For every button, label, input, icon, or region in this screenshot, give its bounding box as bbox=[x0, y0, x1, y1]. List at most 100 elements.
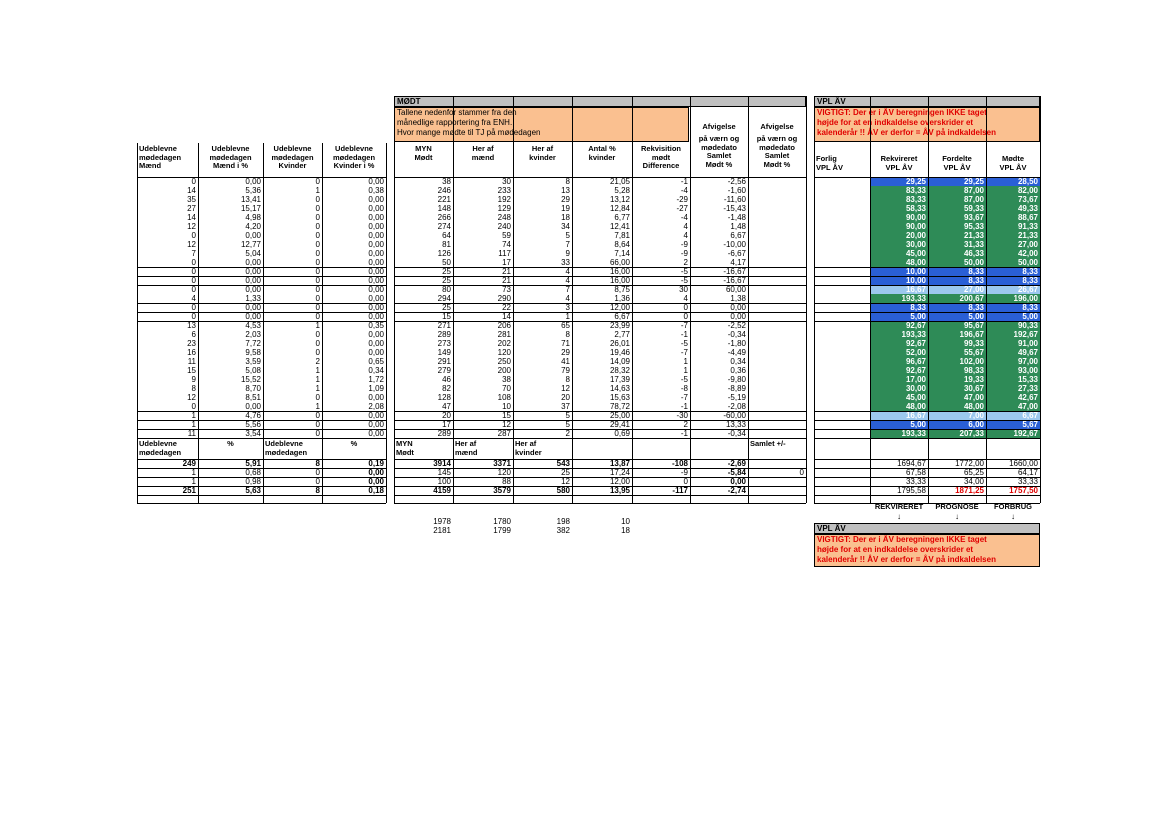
header-line: på værn og bbox=[698, 135, 740, 143]
vpl-value: 90,00 bbox=[870, 213, 928, 222]
left-value: 7 bbox=[191, 249, 196, 258]
vpl-value: 42,00 bbox=[986, 249, 1040, 258]
left-value: 0,00 bbox=[368, 294, 384, 303]
vpl-value: 8,33 bbox=[986, 303, 1040, 312]
mid-value: -1 bbox=[680, 429, 688, 438]
grid-line bbox=[394, 420, 806, 421]
left-value: 14 bbox=[187, 213, 196, 222]
grid-line bbox=[137, 503, 386, 504]
vpl-value: 196,67 bbox=[928, 330, 986, 339]
left-column-header: Udeblevne mødedagen Kvinder i % bbox=[322, 145, 386, 172]
extra-value: 10 bbox=[621, 517, 630, 526]
left-value: 0 bbox=[315, 222, 320, 231]
grid-line bbox=[394, 438, 806, 439]
mid-value: 20 bbox=[442, 411, 451, 420]
vpl-value: 48,00 bbox=[870, 258, 928, 267]
mid-value: 281 bbox=[497, 330, 511, 339]
mid-value: -60,00 bbox=[723, 411, 746, 420]
sum-left-value: 0,00 bbox=[368, 477, 384, 486]
mid-value: 2 bbox=[565, 429, 570, 438]
vpl-value: 5,00 bbox=[870, 312, 928, 321]
left-value: 0,00 bbox=[245, 258, 261, 267]
vpl-value: 193,33 bbox=[870, 429, 928, 438]
left-value: 8,51 bbox=[245, 393, 261, 402]
left-value: 0,34 bbox=[368, 366, 384, 375]
mid-value: 74 bbox=[502, 240, 511, 249]
sum-mid-value: -2,74 bbox=[727, 486, 746, 495]
grid-line bbox=[394, 276, 806, 277]
sum-left-value: 0,00 bbox=[368, 468, 384, 477]
sum-vpl-value: 34,00 bbox=[963, 477, 984, 486]
left-value: 9 bbox=[191, 375, 196, 384]
left-value: 1,09 bbox=[368, 384, 384, 393]
left-value: 0 bbox=[191, 285, 196, 294]
grid-line bbox=[572, 96, 573, 503]
mid-value: -1 bbox=[680, 402, 688, 411]
left-value: 0,35 bbox=[368, 321, 384, 330]
vpl-warning-2: VIGTIGT: Der er i ÅV beregningen IKKE ta… bbox=[814, 534, 1040, 567]
mid-value bbox=[748, 411, 806, 420]
left-value: 11 bbox=[187, 429, 196, 438]
grid-line bbox=[986, 96, 987, 503]
extra-value: 1799 bbox=[493, 526, 511, 535]
mid-value: 17 bbox=[442, 420, 451, 429]
grid-line bbox=[394, 468, 806, 469]
header-line: Her af bbox=[472, 145, 494, 153]
mid-value bbox=[748, 384, 806, 393]
mid-value: 12,84 bbox=[609, 204, 630, 213]
header-line: VPL ÅV bbox=[999, 162, 1027, 172]
left-value: 0,00 bbox=[368, 411, 384, 420]
mid-value: 291 bbox=[437, 357, 451, 366]
header-line: Difference bbox=[642, 161, 680, 170]
header-line: Mødt % bbox=[763, 159, 791, 169]
mid-value: -1,48 bbox=[727, 213, 746, 222]
vpl-value: 30,00 bbox=[870, 240, 928, 249]
grid-line bbox=[394, 429, 806, 430]
vpl-value: 42,67 bbox=[986, 393, 1040, 402]
mid-value: 0,00 bbox=[730, 312, 746, 321]
vpl-value: 21,33 bbox=[928, 231, 986, 240]
sum-left-value: 5,63 bbox=[245, 486, 261, 495]
left-value: 0 bbox=[315, 393, 320, 402]
mid-value: 4 bbox=[565, 267, 570, 276]
mid-value: 25 bbox=[442, 303, 451, 312]
mid-value: 271 bbox=[437, 321, 451, 330]
left-value: 3,54 bbox=[245, 429, 261, 438]
sum-mid-value: -2,69 bbox=[727, 459, 746, 468]
mid-value bbox=[748, 276, 806, 285]
left-value: 0,00 bbox=[368, 285, 384, 294]
sum-mid-value: 12 bbox=[561, 477, 570, 486]
mid-value: 14 bbox=[502, 312, 511, 321]
grid-line bbox=[394, 267, 806, 268]
vpl-value: 83,33 bbox=[870, 186, 928, 195]
grid-line bbox=[198, 143, 199, 503]
grid-line bbox=[814, 429, 1040, 430]
mid-value bbox=[748, 366, 806, 375]
mid-value: -16,67 bbox=[723, 267, 746, 276]
vpl-value: 21,33 bbox=[986, 231, 1040, 240]
sum-mid-value: -108 bbox=[671, 459, 688, 468]
mid-value: 0,36 bbox=[730, 366, 746, 375]
vpl-column-header: Forlig VPL ÅV bbox=[814, 155, 870, 173]
vpl-warning-line: VIGTIGT: Der er i ÅV beregningen IKKE ta… bbox=[817, 108, 987, 117]
mid-value: 294 bbox=[437, 294, 451, 303]
mid-value: 15 bbox=[442, 312, 451, 321]
header-line: mænd bbox=[455, 447, 478, 457]
grid-line bbox=[137, 312, 386, 313]
mid-value: 6,67 bbox=[730, 231, 746, 240]
mid-value: 81 bbox=[442, 240, 451, 249]
mid-value: 289 bbox=[437, 429, 451, 438]
mid-value: 22 bbox=[502, 303, 511, 312]
header-line: % bbox=[350, 440, 358, 448]
mid-value bbox=[748, 339, 806, 348]
mid-value: -6,67 bbox=[727, 249, 746, 258]
vpl-column-header: Fordelte VPL ÅV bbox=[928, 155, 986, 173]
left-value: 12,77 bbox=[240, 240, 261, 249]
vpl-value: 90,00 bbox=[870, 222, 928, 231]
left-value: 4,98 bbox=[245, 213, 261, 222]
left-value: 27 bbox=[187, 204, 196, 213]
mid-value: -16,67 bbox=[723, 276, 746, 285]
sum-mid-value: 17,24 bbox=[609, 468, 630, 477]
mid-value: 7,81 bbox=[614, 231, 630, 240]
vpl-value: 8,33 bbox=[986, 267, 1040, 276]
